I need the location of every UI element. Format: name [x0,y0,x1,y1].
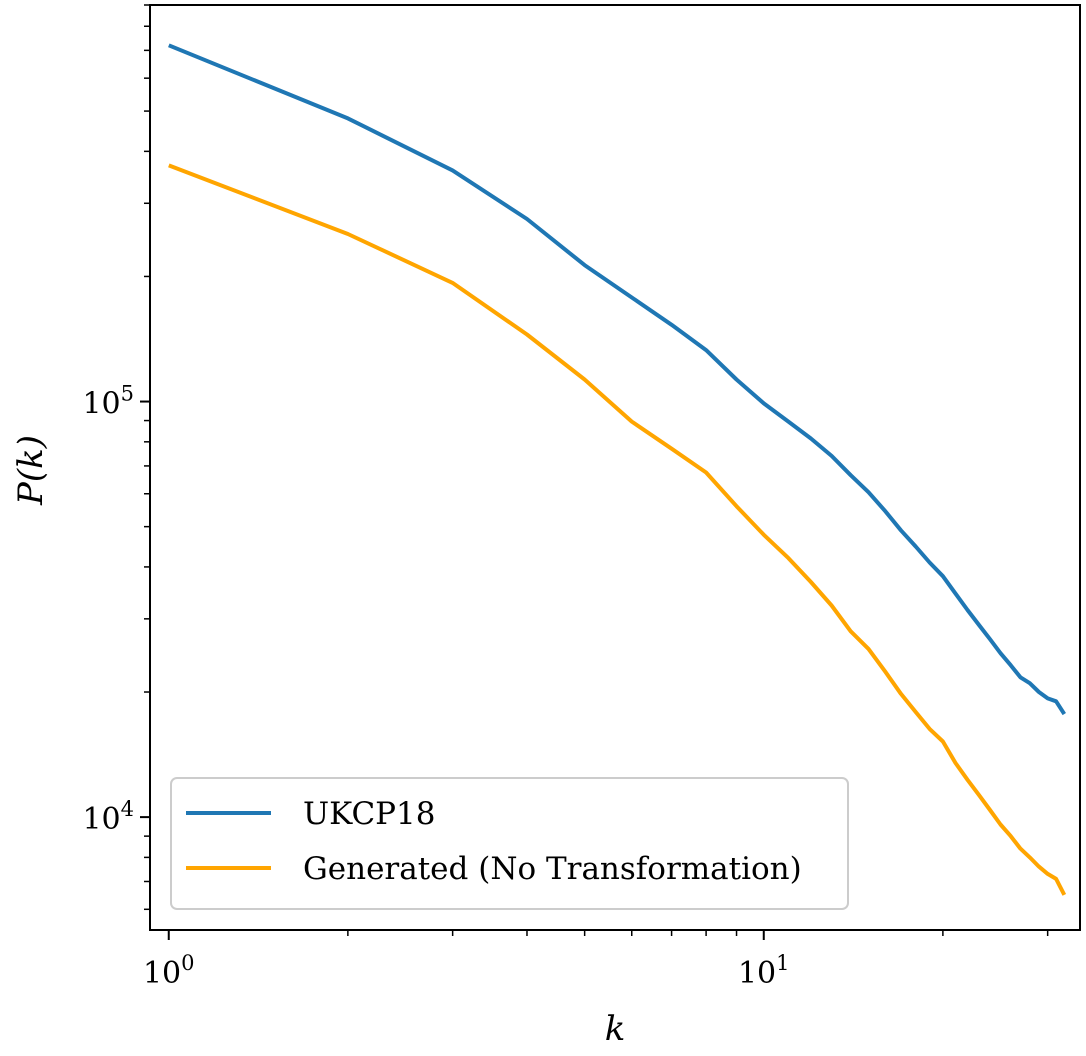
x-tick-label: 101 [738,951,790,991]
series-line-1 [168,163,1067,896]
series-line-0 [168,43,1066,716]
series-layer [168,43,1067,896]
x-axis-ticks: 100 101 [143,930,1049,991]
x-axis-label: k [605,1009,626,1049]
y-axis-label: P(k) [11,435,51,506]
legend-label-generated: Generated (No Transformation) [303,851,802,887]
legend: UKCP18 Generated (No Transformation) [170,777,849,910]
y-axis-ticks: 104 105 [82,4,150,911]
legend-label-ukcp18: UKCP18 [303,796,435,832]
x-tick-label: 100 [143,951,195,991]
plot-frame [149,4,1081,931]
y-tick-label: 105 [82,382,134,422]
legend-box [170,777,849,910]
y-tick-label: 104 [82,797,134,837]
